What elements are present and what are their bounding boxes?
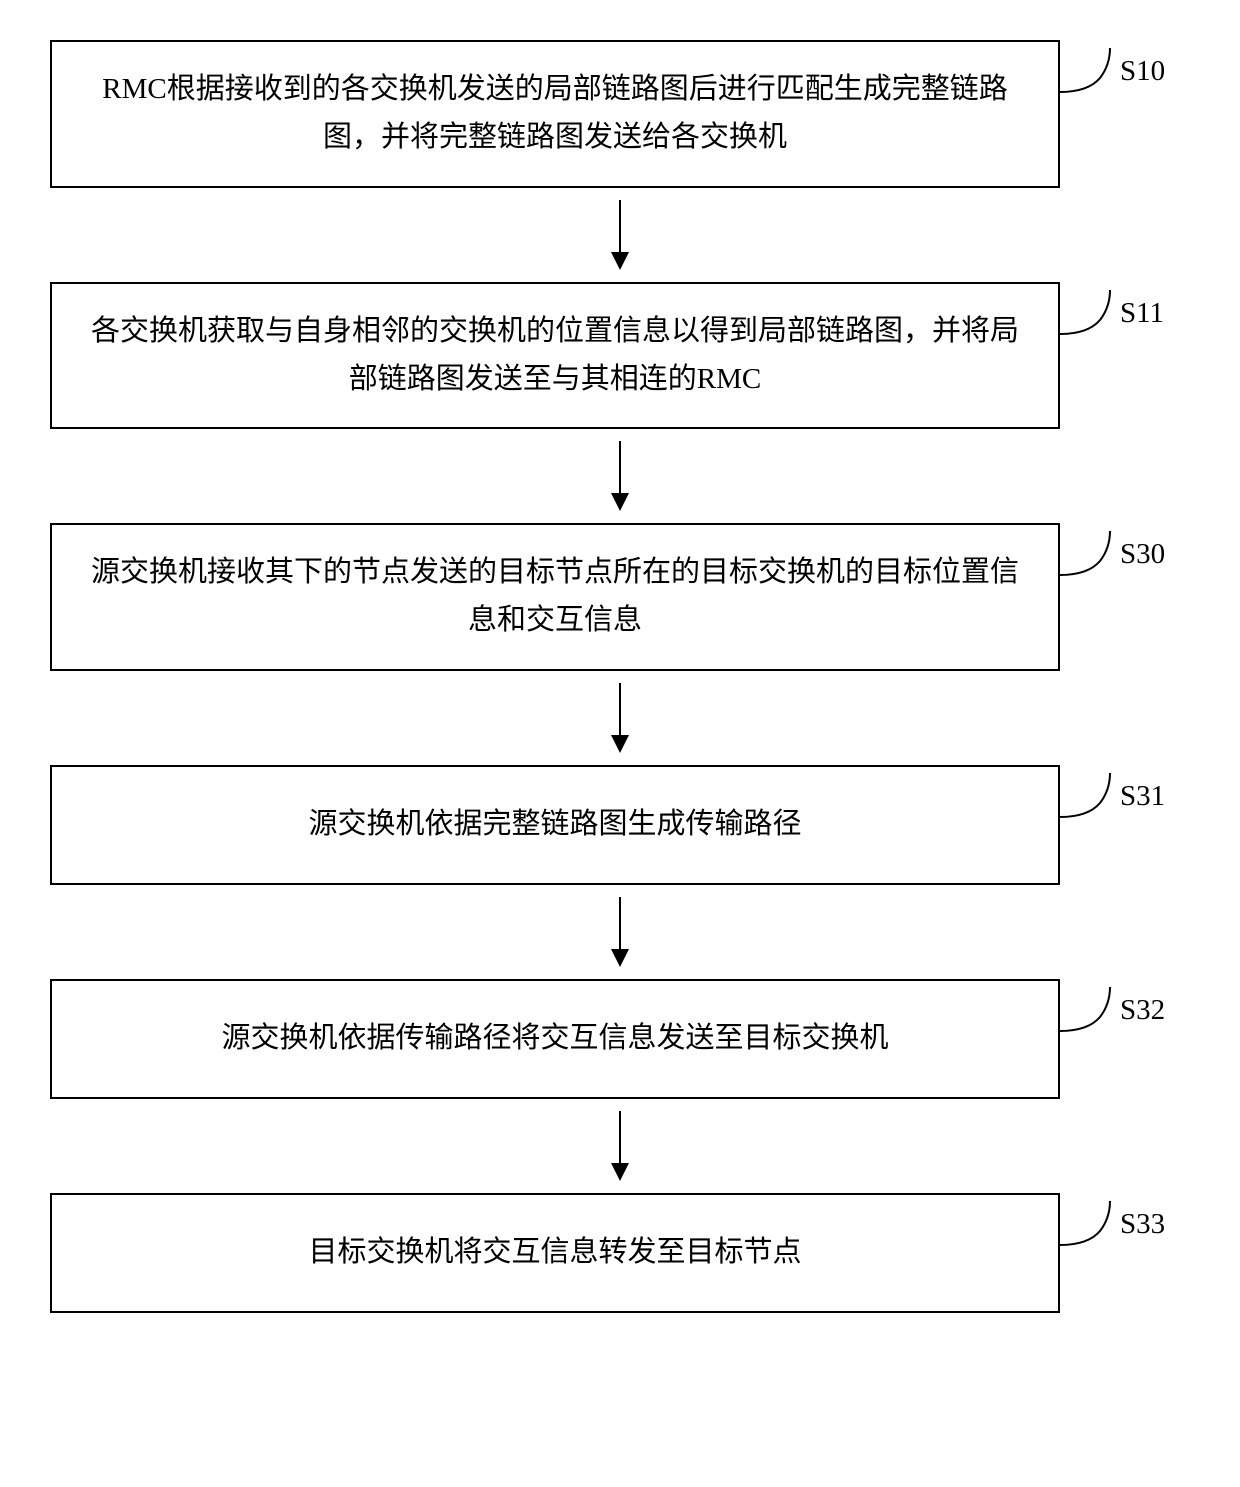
arrow-icon [608,1111,632,1181]
step-text-5: 目标交换机将交互信息转发至目标节点 [308,1229,801,1277]
step-box-3: 源交换机依据完整链路图生成传输路径 [50,765,1060,885]
step-label-wrap-1: S11 [1060,287,1210,347]
step-label-wrap-4: S32 [1060,984,1210,1044]
step-text-1: 各交换机获取与自身相邻的交换机的位置信息以得到局部链路图，并将局部链路图发送至与… [82,308,1028,404]
step-text-2: 源交换机接收其下的节点发送的目标节点所在的目标交换机的目标位置信息和交互信息 [82,549,1028,645]
arrow-2 [95,683,1145,753]
curve-icon [1060,45,1115,100]
curve-icon [1060,287,1115,342]
curve-icon [1060,1198,1115,1253]
step-label-2: S30 [1120,538,1165,571]
arrow-icon [608,683,632,753]
step-container-4: 源交换机依据传输路径将交互信息发送至目标交换机 S32 [30,979,1210,1099]
step-container-1: 各交换机获取与自身相邻的交换机的位置信息以得到局部链路图，并将局部链路图发送至与… [30,282,1210,430]
step-box-4: 源交换机依据传输路径将交互信息发送至目标交换机 [50,979,1060,1099]
step-container-5: 目标交换机将交互信息转发至目标节点 S33 [30,1193,1210,1313]
arrow-4 [95,1111,1145,1181]
step-label-5: S33 [1120,1208,1165,1241]
step-label-wrap-5: S33 [1060,1198,1210,1258]
step-text-4: 源交换机依据传输路径将交互信息发送至目标交换机 [221,1015,888,1063]
step-text-0: RMC根据接收到的各交换机发送的局部链路图后进行匹配生成完整链路图，并将完整链路… [82,66,1028,162]
arrow-icon [608,200,632,270]
step-label-wrap-3: S31 [1060,770,1210,830]
step-label-wrap-0: S10 [1060,45,1210,105]
step-container-3: 源交换机依据完整链路图生成传输路径 S31 [30,765,1210,885]
step-box-0: RMC根据接收到的各交换机发送的局部链路图后进行匹配生成完整链路图，并将完整链路… [50,40,1060,188]
arrow-icon [608,441,632,511]
step-label-3: S31 [1120,780,1165,813]
arrow-0 [95,200,1145,270]
step-label-1: S11 [1120,297,1164,330]
step-box-5: 目标交换机将交互信息转发至目标节点 [50,1193,1060,1313]
step-box-2: 源交换机接收其下的节点发送的目标节点所在的目标交换机的目标位置信息和交互信息 [50,523,1060,671]
step-text-3: 源交换机依据完整链路图生成传输路径 [308,801,801,849]
step-label-wrap-2: S30 [1060,528,1210,588]
curve-icon [1060,528,1115,583]
arrow-3 [95,897,1145,967]
flowchart-container: RMC根据接收到的各交换机发送的局部链路图后进行匹配生成完整链路图，并将完整链路… [30,40,1210,1313]
curve-icon [1060,770,1115,825]
curve-icon [1060,984,1115,1039]
step-label-4: S32 [1120,994,1165,1027]
step-label-0: S10 [1120,55,1165,88]
step-container-2: 源交换机接收其下的节点发送的目标节点所在的目标交换机的目标位置信息和交互信息 S… [30,523,1210,671]
arrow-icon [608,897,632,967]
arrow-1 [95,441,1145,511]
step-box-1: 各交换机获取与自身相邻的交换机的位置信息以得到局部链路图，并将局部链路图发送至与… [50,282,1060,430]
step-container-0: RMC根据接收到的各交换机发送的局部链路图后进行匹配生成完整链路图，并将完整链路… [30,40,1210,188]
